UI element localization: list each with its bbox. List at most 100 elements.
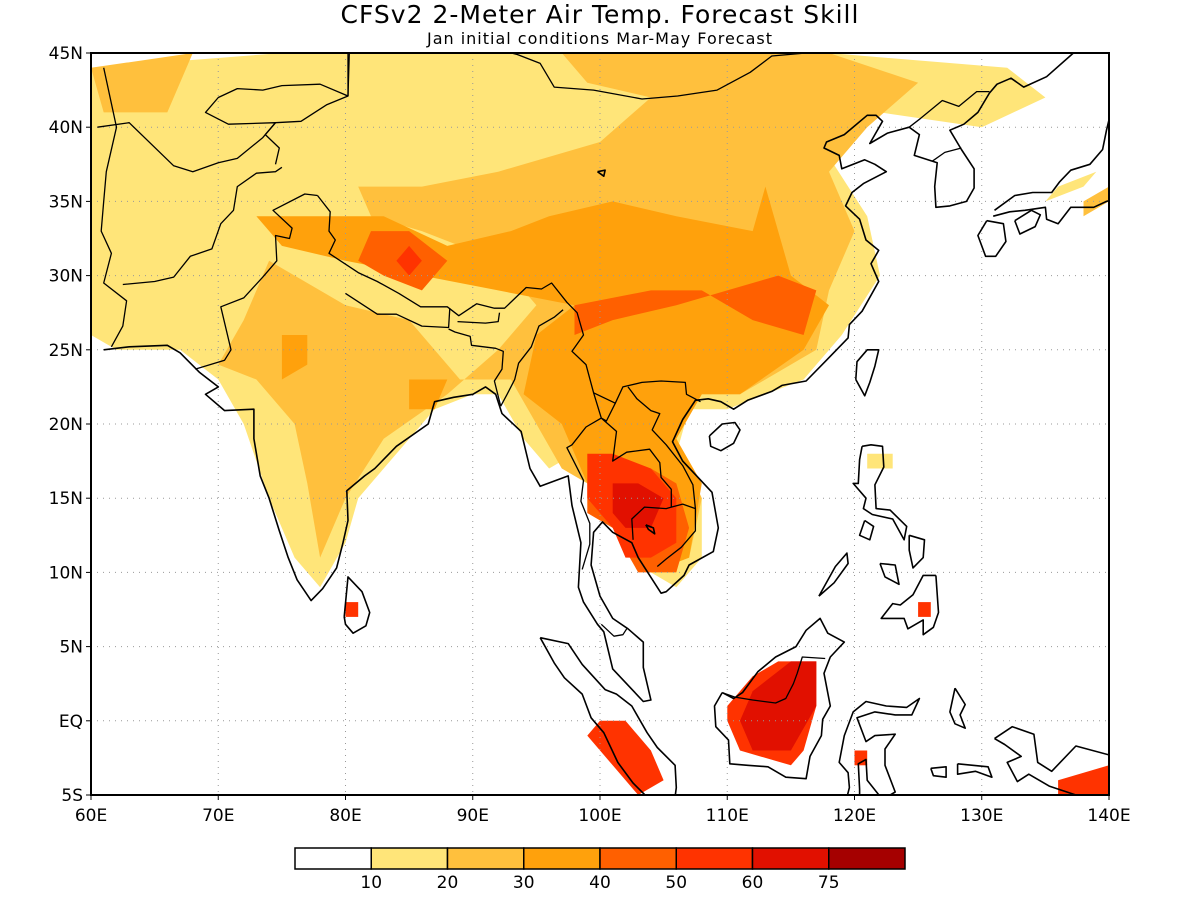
y-tick-label: 15N bbox=[49, 489, 83, 509]
x-tick-label: 70E bbox=[202, 806, 234, 826]
cambodia-lake bbox=[645, 524, 656, 535]
y-tick-label: EQ bbox=[59, 712, 83, 732]
korea-dmz bbox=[931, 147, 962, 162]
x-axis-labels: 60E 70E 80E 90E 100E 110E 120E 130E 140E bbox=[75, 795, 1131, 826]
india-myanmar-border bbox=[500, 309, 564, 407]
x-tick-label: 100E bbox=[578, 806, 621, 826]
new-guinea-coast bbox=[994, 725, 1109, 795]
skill-region-level-6 bbox=[612, 483, 664, 528]
borneo-border bbox=[721, 656, 826, 704]
samar-coast bbox=[908, 534, 926, 569]
x-tick-label: 60E bbox=[75, 806, 107, 826]
honshu-coast bbox=[992, 199, 1109, 225]
sumatra-coast bbox=[539, 636, 678, 795]
bangladesh-border bbox=[448, 328, 504, 407]
colorbar-swatch bbox=[599, 847, 677, 870]
skill-region-level-1 bbox=[867, 453, 893, 469]
sakhalin-coast bbox=[1132, 50, 1138, 68]
y-tick-label: 5N bbox=[59, 638, 83, 658]
pak-india-border bbox=[195, 193, 318, 370]
kyushu-coast bbox=[977, 219, 1007, 258]
colorbar-swatch bbox=[294, 847, 372, 870]
y-tick-label: 30N bbox=[49, 267, 83, 287]
y-tick-label: 40N bbox=[49, 118, 83, 138]
honshu-north-coast bbox=[994, 104, 1109, 211]
laos-vietnam-border bbox=[627, 386, 697, 567]
colorbar-swatch bbox=[370, 847, 449, 870]
indian-subcontinent-coast bbox=[103, 53, 1074, 703]
nepal-india-border bbox=[345, 292, 451, 329]
y-tick-label: 10N bbox=[49, 563, 83, 583]
y-tick-label: 25N bbox=[49, 341, 83, 361]
colorbar-label: 75 bbox=[818, 873, 840, 893]
colorbar-label: 30 bbox=[513, 873, 535, 893]
mindoro-coast bbox=[858, 519, 875, 541]
colorbar-label: 50 bbox=[665, 873, 687, 893]
coastline-layer bbox=[103, 50, 1138, 795]
china-kyrgyz-border bbox=[275, 95, 349, 124]
central-asia-border bbox=[97, 53, 349, 173]
skill-region-level-5 bbox=[918, 602, 931, 617]
skill-region-level-1 bbox=[1045, 171, 1097, 202]
colorbar-swatch bbox=[446, 847, 525, 870]
skill-region-level-6 bbox=[740, 661, 817, 751]
hainan-coast bbox=[708, 421, 741, 452]
skill-region-level-4 bbox=[574, 275, 817, 335]
colorbar-swatch bbox=[675, 847, 754, 870]
borneo-coast bbox=[713, 617, 846, 780]
halmahera-coast bbox=[949, 687, 967, 730]
gridlines bbox=[91, 53, 1109, 795]
visayas-coast bbox=[879, 562, 900, 586]
thai-cambodia-border bbox=[631, 506, 672, 540]
x-tick-label: 130E bbox=[960, 806, 1003, 826]
colorbar-label: 60 bbox=[742, 873, 764, 893]
y-axis-labels: 45N 40N 35N 30N 25N 20N 15N 10N 5N EQ 5S bbox=[49, 44, 91, 806]
colorbar-label: 20 bbox=[437, 873, 459, 893]
seram-coast bbox=[956, 763, 993, 779]
mindanao-coast bbox=[880, 574, 940, 636]
colorbar: 10 20 30 40 50 60 75 bbox=[294, 847, 906, 893]
x-tick-label: 140E bbox=[1087, 806, 1130, 826]
china-kazakh-border bbox=[347, 53, 352, 97]
x-tick-label: 110E bbox=[706, 806, 749, 826]
qinghai-lake bbox=[597, 169, 606, 177]
skill-region-level-2 bbox=[91, 53, 193, 113]
colorbar-swatch bbox=[828, 847, 906, 870]
colorbar-swatch bbox=[523, 847, 601, 870]
skill-region-level-5 bbox=[345, 602, 359, 617]
y-tick-label: 35N bbox=[49, 192, 83, 212]
x-tick-label: 80E bbox=[329, 806, 361, 826]
sri-lanka-coast bbox=[343, 576, 371, 635]
taiwan-coast bbox=[855, 348, 880, 397]
skill-region-level-3 bbox=[281, 335, 308, 380]
skill-region-level-5 bbox=[1058, 765, 1109, 795]
iran-afghan-border bbox=[100, 67, 128, 348]
colorbar-label: 40 bbox=[589, 873, 611, 893]
myanmar-thai-border bbox=[566, 392, 602, 570]
skill-shading-layer bbox=[91, 53, 1109, 795]
skill-region-level-5 bbox=[396, 245, 422, 276]
y-tick-label: 5S bbox=[61, 786, 83, 806]
sulawesi-coast bbox=[838, 697, 921, 795]
x-tick-label: 90E bbox=[457, 806, 489, 826]
malaysia-thai-border bbox=[600, 623, 628, 637]
border-layer bbox=[97, 53, 990, 704]
bhutan-border bbox=[457, 312, 501, 324]
afghan-pak-border bbox=[122, 166, 283, 286]
india-china-border bbox=[316, 195, 701, 404]
y-tick-label: 45N bbox=[49, 44, 83, 64]
palawan-coast bbox=[818, 552, 849, 597]
buru-coast bbox=[930, 765, 947, 779]
colorbar-label: 10 bbox=[360, 873, 382, 893]
colorbar-swatch bbox=[751, 847, 830, 870]
y-tick-label: 20N bbox=[49, 415, 83, 435]
china-tajik-border bbox=[264, 122, 280, 165]
x-tick-label: 120E bbox=[833, 806, 876, 826]
chart-subtitle: Jan initial conditions Mar-May Forecast bbox=[426, 29, 774, 48]
china-korea-border bbox=[908, 90, 990, 128]
skill-region-level-2 bbox=[1083, 186, 1109, 217]
shikoku-coast bbox=[1014, 209, 1042, 235]
chart-title: CFSv2 2-Meter Air Temp. Forecast Skill bbox=[340, 0, 860, 29]
skill-region-level-3 bbox=[256, 186, 829, 573]
